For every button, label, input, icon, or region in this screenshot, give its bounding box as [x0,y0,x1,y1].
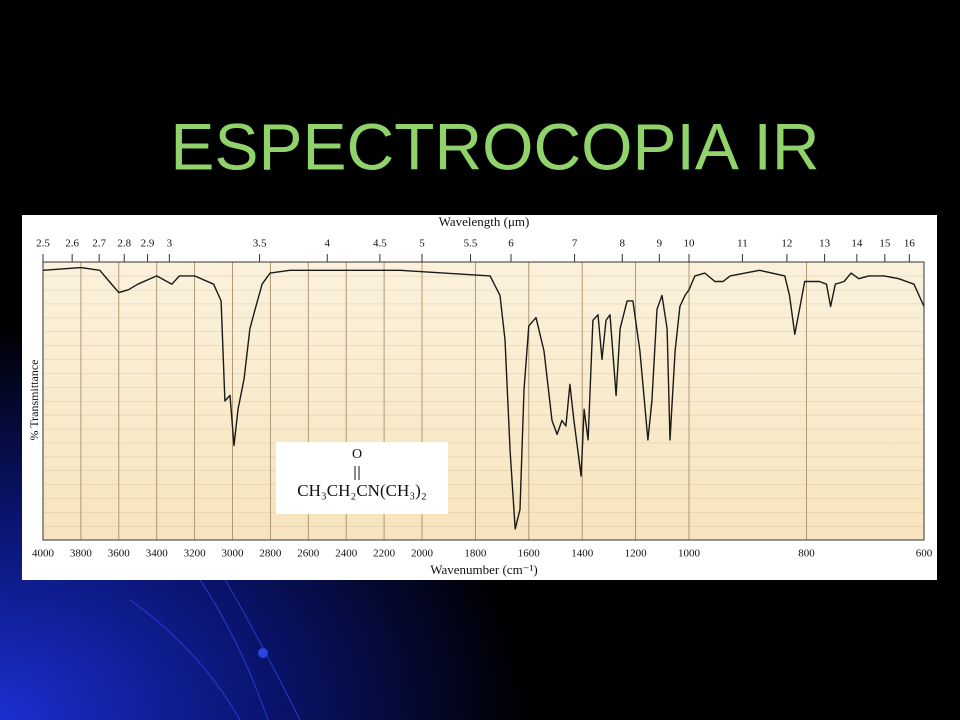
structure-box [276,442,448,514]
x-tick-label: 2200 [373,548,396,560]
x-axis-label: Wavenumber (cm⁻¹) [430,562,538,577]
x2-tick-label: 3 [167,238,173,250]
slide-title: ESPECTROCOPIA IR [170,109,819,183]
x-tick-label: 800 [798,548,815,560]
structure-oxygen: O [352,447,362,462]
x2-tick-label: 9 [657,238,663,250]
x-tick-label: 3800 [70,548,93,560]
x2-tick-label: 5 [419,238,425,250]
y-axis-label: % Transmittance [27,360,41,441]
x2-tick-label: 2.6 [65,238,79,250]
x-tick-label: 2600 [297,548,320,560]
x-tick-label: 2400 [335,548,358,560]
x2-tick-label: 2.5 [36,238,50,250]
plot-frame [42,261,925,541]
x2-tick-label: 15 [879,238,891,250]
x-tick-label: 4000 [32,548,55,560]
spectrum-line [42,266,925,530]
x2-axis-label: Wavelength (μm) [439,214,530,229]
x2-tick-label: 3.5 [253,238,267,250]
x2-tick-label: 5.5 [464,238,478,250]
x2-tick-label: 4.5 [373,238,387,250]
x-tick-label: 1400 [571,548,594,560]
x2-tick-label: 13 [819,238,831,250]
x2-tick-label: 12 [781,238,792,250]
x2-tick-label: 10 [684,238,696,250]
x-tick-label: 2000 [411,548,434,560]
x-tick-label: 1200 [625,548,648,560]
double-bond [354,466,360,480]
x2-tick-label: 11 [737,238,748,250]
x2-tick-label: 2.7 [92,238,106,250]
x2-tick-label: 4 [325,238,331,250]
x2-tick-label: 2.8 [117,238,131,250]
x-tick-label: 1800 [464,548,487,560]
x-tick-label: 2800 [259,548,282,560]
x-tick-label: 1600 [518,548,541,560]
x-tick-label: 3000 [222,548,245,560]
x2-tick-label: 8 [620,238,626,250]
x2-tick-label: 6 [508,238,514,250]
x-tick-label: 3600 [108,548,131,560]
x-tick-label: 1000 [678,548,701,560]
x2-tick-label: 16 [904,238,916,250]
minor-grid [43,262,924,540]
x2-tick-label: 7 [572,238,578,250]
x2-tick-label: 14 [851,238,863,250]
structure-formula: CH₃CH₂CN(CH₃)₂ [297,481,427,500]
x-tick-label: 3200 [184,548,207,560]
decor-lines [129,579,301,720]
decor-dot [258,648,268,658]
x-tick-label: 3400 [146,548,169,560]
x-tick-label: 600 [916,548,933,560]
x2-tick-label: 2.9 [141,238,155,250]
